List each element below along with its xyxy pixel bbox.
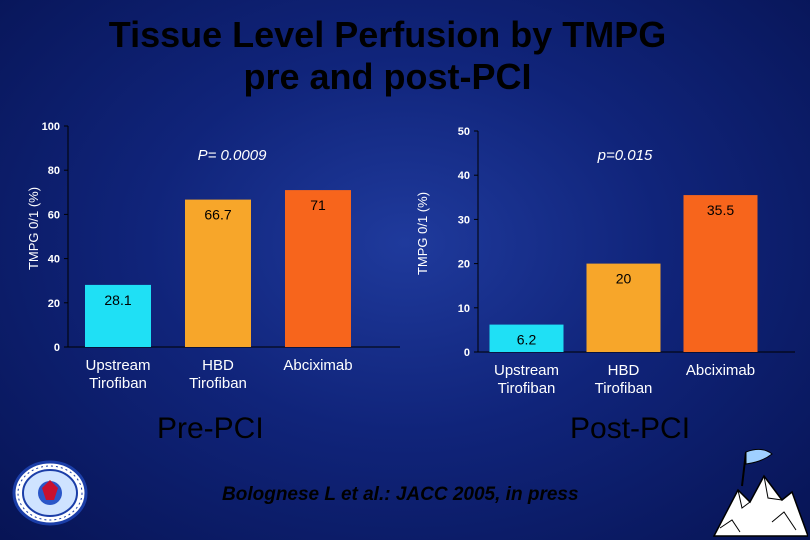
citation: Bolognese L et al.: JACC 2005, in press (222, 484, 579, 505)
significance-annotation: P= 0.0009 (198, 147, 267, 164)
bar-value-label: 6.2 (517, 332, 537, 348)
title-line-1: Tissue Level Perfusion by TMPG (108, 14, 667, 55)
category-label: Abciximab (283, 357, 352, 374)
bar (285, 190, 351, 347)
y-tick-label: 60 (48, 209, 60, 221)
chart-pre-pci: 0 20 40 60 80 100 TMPG 0/1 (%) P= 0.0009 28.1 Ups… (26, 121, 400, 392)
section-label-post: Post-PCI (570, 412, 691, 445)
y-tick-label: 30 (458, 214, 470, 226)
category-label: Upstream Tirofiban (85, 357, 150, 392)
bar (586, 263, 661, 352)
bar-value-label: 71 (310, 197, 326, 213)
bar-value-label: 20 (616, 271, 632, 287)
y-tick-label: 40 (458, 170, 470, 182)
category-label: HBD Tirofiban (189, 357, 247, 392)
category-label: Abciximab (686, 362, 755, 379)
y-tick-label: 50 (458, 126, 470, 138)
bar (85, 284, 151, 347)
category-label-line: Upstream (85, 357, 150, 374)
category-label-line: HBD (202, 357, 234, 374)
category-label-line: Upstream (494, 362, 559, 379)
bar-value-label: 35.5 (707, 202, 734, 218)
significance-annotation: p=0.015 (597, 147, 653, 164)
category-label: Upstream Tirofiban (494, 362, 559, 397)
category-label: HBD Tirofiban (595, 362, 653, 397)
y-tick-label: 100 (42, 121, 60, 133)
y-tick-label: 0 (464, 347, 470, 359)
category-label-line: Tirofiban (498, 380, 556, 397)
category-label-line: Abciximab (686, 362, 755, 379)
category-label-line: Tirofiban (89, 375, 147, 392)
title-line-2: pre and post-PCI (243, 56, 532, 97)
bar (683, 195, 758, 352)
y-tick-label: 80 (48, 165, 60, 177)
bar-value-label: 28.1 (104, 292, 131, 308)
chart-post-pci: 0 10 20 30 40 50 TMPG 0/1 (%) p=0.015 6.2 Upstrea… (415, 126, 795, 397)
y-tick-label: 10 (458, 303, 470, 315)
mountain-flag-icon (712, 448, 808, 537)
circular-society-seal-icon (12, 460, 88, 526)
bar (185, 199, 251, 347)
slide-title: Tissue Level Perfusion by TMPG pre and p… (0, 14, 775, 98)
y-tick-label: 0 (54, 342, 60, 354)
y-tick-label: 20 (458, 259, 470, 271)
category-label-line: Tirofiban (595, 380, 653, 397)
y-axis-label: TMPG 0/1 (%) (26, 187, 41, 270)
y-tick-label: 20 (48, 298, 60, 310)
category-label-line: HBD (608, 362, 640, 379)
section-label-pre: Pre-PCI (157, 412, 264, 445)
category-label-line: Tirofiban (189, 375, 247, 392)
category-label-line: Abciximab (283, 357, 352, 374)
y-tick-label: 40 (48, 254, 60, 266)
y-axis-label: TMPG 0/1 (%) (415, 192, 430, 275)
bar (489, 324, 564, 352)
bar-value-label: 66.7 (204, 207, 231, 223)
